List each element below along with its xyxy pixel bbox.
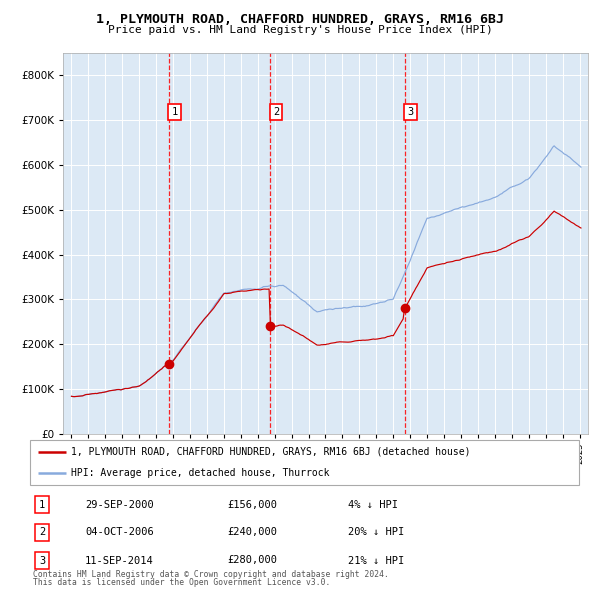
FancyBboxPatch shape (30, 440, 579, 485)
Text: £240,000: £240,000 (227, 527, 278, 537)
Text: HPI: Average price, detached house, Thurrock: HPI: Average price, detached house, Thur… (71, 468, 329, 478)
Text: 1: 1 (172, 107, 178, 117)
Text: This data is licensed under the Open Government Licence v3.0.: This data is licensed under the Open Gov… (33, 578, 331, 587)
Text: 21% ↓ HPI: 21% ↓ HPI (349, 556, 404, 565)
Text: 2: 2 (39, 527, 45, 537)
Text: 20% ↓ HPI: 20% ↓ HPI (349, 527, 404, 537)
Text: 11-SEP-2014: 11-SEP-2014 (85, 556, 154, 565)
Text: 4% ↓ HPI: 4% ↓ HPI (349, 500, 398, 510)
Text: 2: 2 (273, 107, 279, 117)
Text: Price paid vs. HM Land Registry's House Price Index (HPI): Price paid vs. HM Land Registry's House … (107, 25, 493, 35)
Text: £280,000: £280,000 (227, 556, 278, 565)
Text: 1, PLYMOUTH ROAD, CHAFFORD HUNDRED, GRAYS, RM16 6BJ (detached house): 1, PLYMOUTH ROAD, CHAFFORD HUNDRED, GRAY… (71, 447, 470, 457)
Text: 1, PLYMOUTH ROAD, CHAFFORD HUNDRED, GRAYS, RM16 6BJ: 1, PLYMOUTH ROAD, CHAFFORD HUNDRED, GRAY… (96, 13, 504, 26)
Text: 29-SEP-2000: 29-SEP-2000 (85, 500, 154, 510)
Text: 3: 3 (39, 556, 45, 565)
Text: Contains HM Land Registry data © Crown copyright and database right 2024.: Contains HM Land Registry data © Crown c… (33, 571, 389, 579)
Text: £156,000: £156,000 (227, 500, 278, 510)
Text: 04-OCT-2006: 04-OCT-2006 (85, 527, 154, 537)
Text: 3: 3 (407, 107, 414, 117)
Text: 1: 1 (39, 500, 45, 510)
